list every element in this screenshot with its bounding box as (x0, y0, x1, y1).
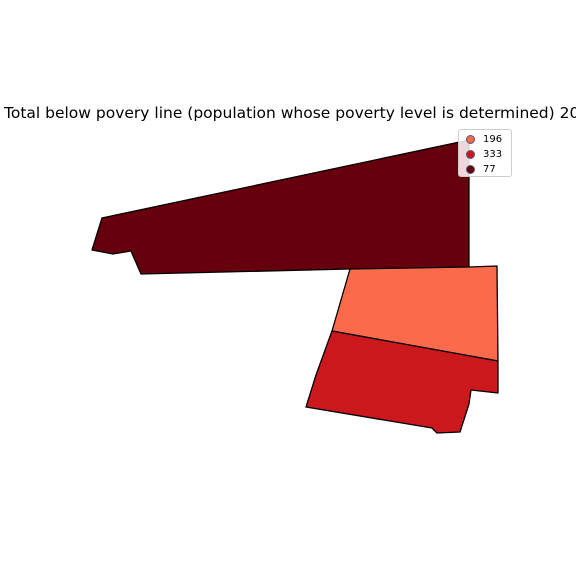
legend-label: 333 (483, 149, 503, 160)
legend-entry: 77 (466, 162, 511, 177)
region-east (331, 265, 499, 362)
legend-marker-icon (466, 150, 475, 159)
legend: 196 333 77 (458, 129, 512, 177)
map-title: Total below povery line (population whos… (4, 104, 576, 122)
legend-entry: 196 (466, 132, 511, 147)
legend-marker-icon (466, 165, 475, 174)
region-south (305, 330, 499, 434)
legend-entry: 333 (466, 147, 511, 162)
legend-label: 196 (483, 134, 503, 145)
legend-label: 77 (483, 164, 496, 175)
legend-marker-icon (466, 135, 475, 144)
region-north (91, 139, 470, 275)
